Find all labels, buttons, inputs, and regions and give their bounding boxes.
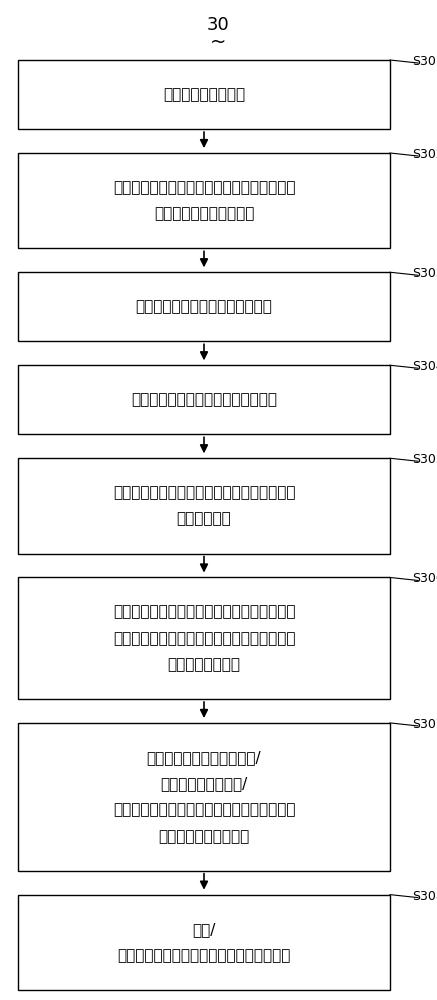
Bar	[18, 458, 390, 554]
Bar	[18, 895, 390, 990]
Text: S304: S304	[412, 360, 437, 373]
Text: 在基板上形成缓冲层: 在基板上形成缓冲层	[163, 87, 245, 102]
Bar	[18, 153, 390, 248]
Text: S306: S306	[412, 572, 437, 585]
Text: 在源/: 在源/	[192, 922, 216, 937]
Text: 在所述多晶硅层上形成第一绝缘层: 在所述多晶硅层上形成第一绝缘层	[135, 299, 272, 314]
Text: 在所述第一绝缘层上形成栅极金属层: 在所述第一绝缘层上形成栅极金属层	[131, 392, 277, 407]
Text: S302: S302	[412, 148, 437, 161]
Text: 漏极金属层上形成平坦层，以形成保护结构: 漏极金属层上形成平坦层，以形成保护结构	[117, 948, 291, 963]
Text: S301: S301	[412, 55, 437, 68]
Bar	[18, 723, 390, 871]
Text: 在所述第一绝缘层与所述第二绝缘层重叠的且: 在所述第一绝缘层与所述第二绝缘层重叠的且	[113, 605, 295, 620]
Text: 漏极金属层，所述源/: 漏极金属层，所述源/	[160, 776, 248, 791]
Text: 在所述第二绝缘层上形成源/: 在所述第二绝缘层上形成源/	[147, 750, 261, 765]
Text: 的第二绝缘层: 的第二绝缘层	[177, 512, 231, 527]
Text: S303: S303	[412, 267, 437, 280]
Text: ~: ~	[210, 32, 226, 51]
Text: 30: 30	[207, 16, 229, 34]
Text: S307: S307	[412, 718, 437, 731]
Bar	[18, 365, 390, 434]
Bar	[18, 577, 390, 699]
Bar	[18, 272, 390, 341]
Text: 暴露所述多晶硅层: 暴露所述多晶硅层	[167, 657, 240, 672]
Text: 接触，以形成感测电极: 接触，以形成感测电极	[158, 829, 250, 844]
Text: 位于所述多晶硅层上的部分刻蚀形成通孔，以: 位于所述多晶硅层上的部分刻蚀形成通孔，以	[113, 631, 295, 646]
Text: 漏极金属层部分穿过所述通孔与所述多晶硅层: 漏极金属层部分穿过所述通孔与所述多晶硅层	[113, 802, 295, 817]
Text: 在所述栅极金属层上形成覆盖所述栅极金属层: 在所述栅极金属层上形成覆盖所述栅极金属层	[113, 485, 295, 500]
Text: S305: S305	[412, 453, 437, 466]
Text: 行退火处理形成多晶硅层: 行退火处理形成多晶硅层	[154, 206, 254, 221]
Bar	[18, 60, 390, 129]
Text: 在所述缓冲层上形成非晶硅层，对非晶硅层进: 在所述缓冲层上形成非晶硅层，对非晶硅层进	[113, 180, 295, 195]
Text: S308: S308	[412, 890, 437, 903]
